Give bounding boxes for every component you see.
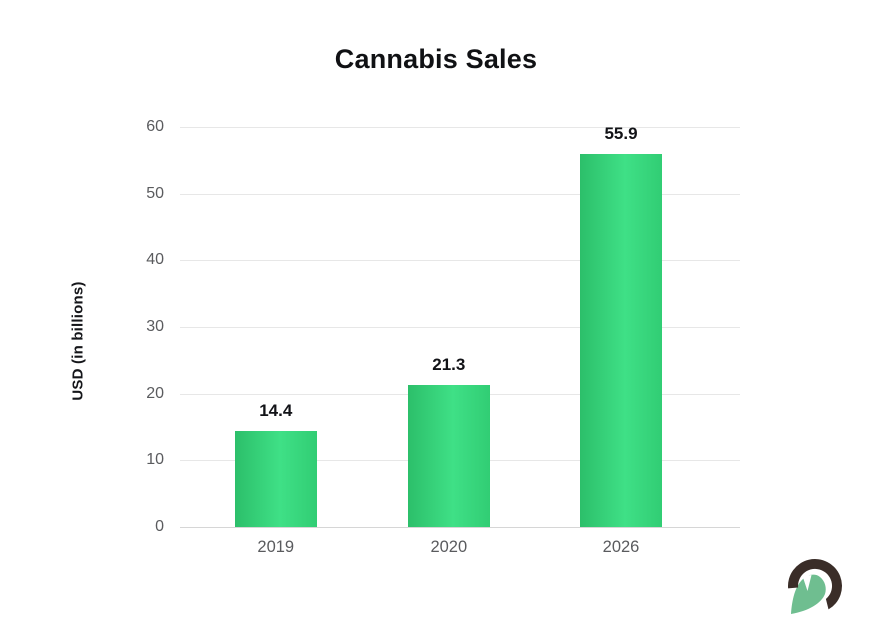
bar-2020 xyxy=(407,385,490,527)
logo-leaf-notch xyxy=(802,575,812,591)
bar-value-label: 55.9 xyxy=(604,124,638,144)
x-tick-label: 2026 xyxy=(602,538,640,556)
y-tick-label: 20 xyxy=(146,384,164,402)
y-axis-tick-labels: 0 10 20 30 40 50 60 xyxy=(0,118,164,535)
gridline xyxy=(180,260,740,262)
y-tick-label: 10 xyxy=(146,451,164,469)
bar-2026 xyxy=(580,154,662,527)
logo-leaf-shape xyxy=(791,574,826,614)
gridline-baseline xyxy=(180,527,740,528)
y-tick-label: 60 xyxy=(146,118,164,135)
x-tick-label: 2019 xyxy=(257,538,295,556)
y-tick-label: 0 xyxy=(155,518,164,535)
y-tick-label: 40 xyxy=(146,251,164,269)
bar-2019 xyxy=(234,431,317,527)
gridline xyxy=(180,327,740,328)
brand-logo-icon xyxy=(787,559,842,614)
chart-title: Cannabis Sales xyxy=(334,44,538,74)
logo-helmet-arc xyxy=(787,559,842,610)
x-tick-label: 2020 xyxy=(430,538,468,556)
plot-area: 14.4 2019 21.3 2020 55.9 2026 xyxy=(180,124,740,556)
y-tick-label: 50 xyxy=(146,184,164,202)
bar-value-label: 14.4 xyxy=(259,401,293,420)
bar-value-label: 21.3 xyxy=(432,355,466,374)
gridline xyxy=(180,127,740,128)
y-tick-label: 30 xyxy=(146,318,164,335)
gridline xyxy=(180,193,740,195)
